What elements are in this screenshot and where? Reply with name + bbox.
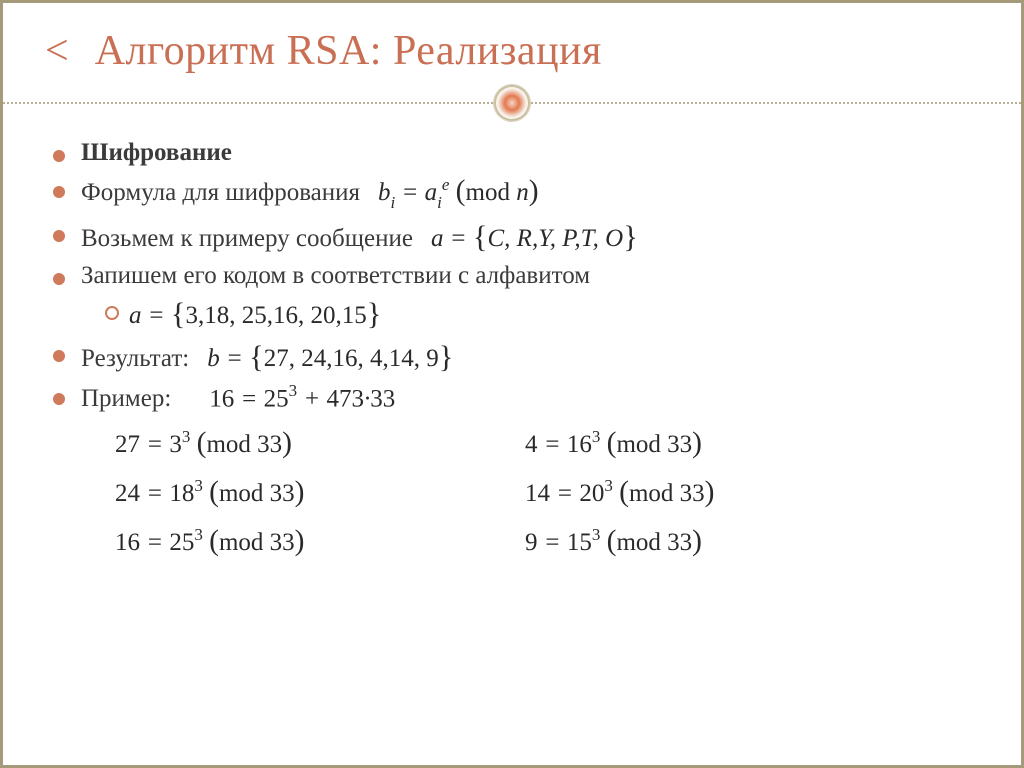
divider: [45, 83, 979, 123]
code-math: a = {3,18, 25,16, 20,15}: [129, 302, 381, 329]
example-label: Пример:: [81, 385, 171, 413]
example-cell: 9 = 153 (mod 33): [525, 525, 865, 558]
code-label: Запишем его кодом в соответствии с алфав…: [81, 262, 590, 289]
code-sub-item: a = {3,18, 25,16, 20,15}: [105, 296, 979, 331]
message-label: Возьмем к примеру сообщение: [81, 225, 413, 253]
formula-line: Формула для шифрования bi = aie (mod n): [51, 175, 979, 211]
example-grid: 27 = 33 (mod 33) 4 = 163 (mod 33) 24 = 183…: [115, 427, 865, 558]
content-area: Шифрование Формула для шифрования bi = a…: [51, 139, 979, 558]
formula-math: bi = aie (mod n): [378, 175, 539, 211]
formula-label: Формула для шифрования: [81, 179, 360, 207]
example-cell: 27 = 33 (mod 33): [115, 427, 455, 460]
example-cell: 4 = 163 (mod 33): [525, 427, 865, 460]
example-cell: 24 = 183 (mod 33): [115, 476, 455, 509]
example-top-math: 16 = 253 + 473·33: [209, 382, 395, 413]
result-line: Результат: b = {27, 24,16, 4,14, 9}: [51, 339, 979, 374]
header: < Алгоритм RSA: Реализация: [45, 27, 979, 75]
example-line: Пример: 16 = 253 + 473·33: [51, 382, 979, 413]
result-math: b = {27, 24,16, 4,14, 9}: [207, 339, 453, 374]
divider-orb-icon: [494, 85, 530, 121]
sub-list: a = {3,18, 25,16, 20,15}: [105, 296, 979, 331]
message-math: a = {C, R,Y, P,T, O}: [431, 219, 638, 254]
slide-frame: < Алгоритм RSA: Реализация Шифрование Фо…: [0, 0, 1024, 768]
example-cell: 16 = 253 (mod 33): [115, 525, 455, 558]
back-chevron-icon[interactable]: <: [45, 27, 69, 75]
code-line: Запишем его кодом в соответствии с алфав…: [51, 262, 979, 331]
result-label: Результат:: [81, 345, 189, 373]
section-heading: Шифрование: [51, 139, 979, 167]
message-line: Возьмем к примеру сообщение a = {C, R,Y,…: [51, 219, 979, 254]
bullet-list: Шифрование Формула для шифрования bi = a…: [51, 139, 979, 413]
slide-title: Алгоритм RSA: Реализация: [95, 27, 602, 75]
example-cell: 14 = 203 (mod 33): [525, 476, 865, 509]
